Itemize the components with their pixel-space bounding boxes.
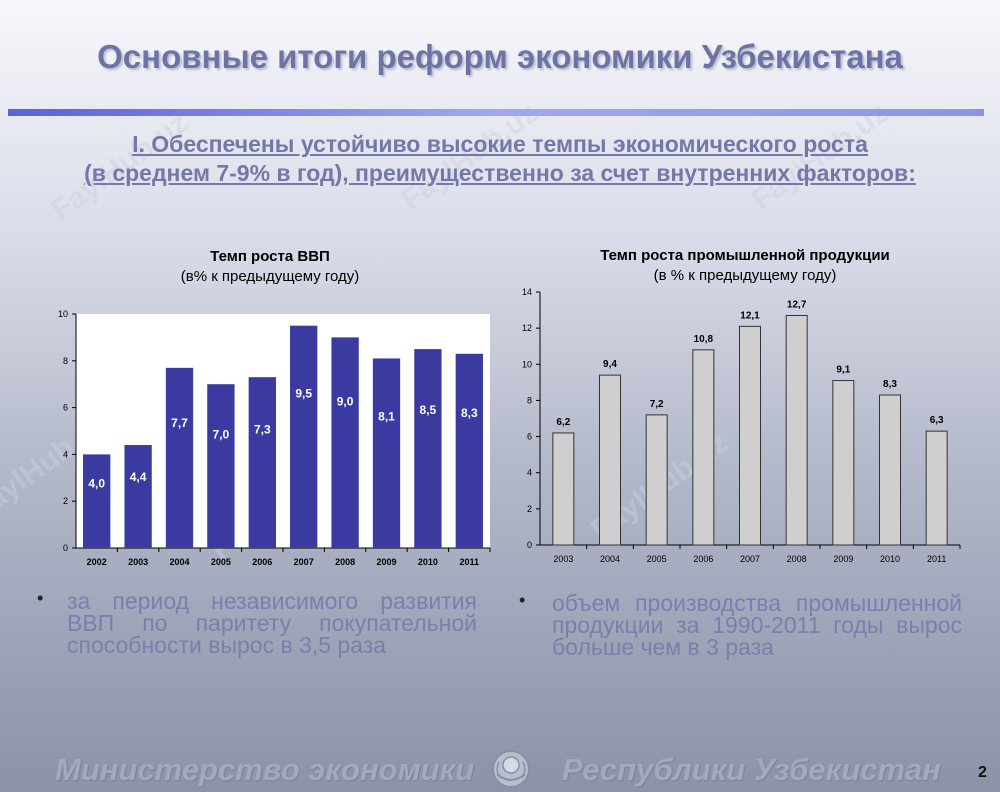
data-label-2005: 7,0	[213, 427, 230, 441]
bar-2003	[124, 445, 152, 548]
data-label-2006: 7,3	[254, 422, 271, 436]
bar-2006	[248, 377, 276, 548]
y-tick-label: 10	[58, 309, 68, 319]
y-tick-label: 8	[63, 356, 68, 366]
title-divider	[8, 109, 984, 116]
bar-2005	[645, 414, 668, 546]
y-tick-label: 6	[63, 403, 68, 413]
subtitle-line-2: (в среднем 7-9% в год), преимущественно …	[84, 160, 916, 186]
industry-chart-title-main: Темп роста промышленной продукции	[600, 247, 890, 264]
footer-right-text: Республики Узбекистан	[562, 752, 942, 787]
industry-growth-chart: 0 2 4 6 8 10 12 14 2003 6,2 2004 9,4 2005 7,2 2006 10,8…	[522, 287, 961, 564]
x-tick-label: 2008	[335, 557, 355, 567]
subtitle-line-1: I. Обеспечены устойчиво высокие темпы эк…	[132, 131, 868, 157]
y-tick-label: 2	[527, 504, 532, 514]
bar-2011	[455, 353, 483, 548]
bar-2004	[599, 374, 621, 546]
section-subtitle: I. Обеспечены устойчиво высокие темпы эк…	[20, 130, 980, 188]
bullet-left: за период независимого развития ВВП по п…	[67, 588, 477, 658]
y-tick-label: 8	[527, 395, 532, 405]
bullet-right: объем производства промышленной продукци…	[552, 590, 962, 660]
bar-2007	[739, 325, 761, 546]
y-tick-label: 4	[63, 449, 68, 459]
y-tick-label: 2	[63, 496, 68, 506]
x-tick-label: 2010	[418, 557, 438, 567]
data-label-2003: 4,4	[130, 470, 147, 484]
x-tick-label: 2009	[376, 557, 396, 567]
x-tick-label: 2006	[252, 557, 272, 567]
bar-2010	[414, 349, 442, 548]
x-tick-label: 2010	[880, 554, 900, 564]
bar-2008	[331, 337, 359, 548]
data-label-2006: 10,8	[694, 334, 714, 345]
bar-2005	[207, 384, 235, 548]
x-tick-label: 2008	[787, 554, 807, 564]
data-label-2005: 7,2	[650, 399, 664, 410]
footer-left-text: Министерство экономики	[55, 752, 475, 787]
data-label-2004: 7,7	[171, 416, 188, 430]
bar-2009	[832, 380, 855, 546]
bullet-marker-right: •	[519, 590, 526, 610]
state-emblem-icon	[492, 750, 530, 788]
y-tick-label: 12	[522, 323, 532, 333]
gdp-chart-title-sub: (в% к предыдущему году)	[180, 268, 360, 285]
data-label-2007: 9,5	[295, 386, 312, 400]
bar-2007	[290, 325, 318, 548]
bar-2011	[925, 430, 948, 546]
data-label-2008: 12,7	[787, 299, 807, 310]
data-label-2011: 8,3	[461, 406, 478, 420]
data-label-2009: 9,1	[836, 365, 850, 376]
bar-2008	[785, 314, 808, 546]
x-tick-label: 2004	[600, 554, 620, 564]
data-label-2011: 6,3	[930, 415, 944, 426]
y-tick-label: 4	[527, 468, 532, 478]
x-tick-label: 2004	[169, 557, 189, 567]
bar-2006	[692, 349, 715, 546]
x-tick-label: 2003	[128, 557, 148, 567]
y-tick-label: 10	[522, 359, 532, 369]
bar-2003	[552, 432, 575, 546]
bar-2002	[83, 454, 111, 548]
data-label-2009: 8,1	[378, 409, 395, 423]
bullet-marker-left: •	[37, 588, 44, 608]
gdp-chart-title: Темп роста ВВП (в% к предыдущему году)	[100, 247, 440, 287]
y-tick-label: 0	[63, 543, 68, 553]
y-tick-label: 0	[527, 540, 532, 550]
data-label-2003: 6,2	[556, 417, 570, 428]
x-tick-label: 2005	[647, 554, 667, 564]
x-tick-label: 2006	[693, 554, 713, 564]
y-tick-label: 14	[522, 287, 532, 297]
x-tick-label: 2005	[211, 557, 231, 567]
bar-2009	[372, 358, 401, 548]
data-label-2004: 9,4	[603, 359, 617, 370]
x-tick-label: 2011	[927, 554, 946, 564]
data-label-2008: 9,0	[337, 395, 354, 409]
page-number: 2	[978, 764, 987, 781]
gdp-chart-title-main: Темп роста ВВП	[210, 248, 330, 265]
x-tick-label: 2007	[294, 557, 314, 567]
gdp-growth-chart: 0 2 4 6 8 10 2002 4,0 2003 4,4 2004 7,7 2005 7,0 2006 7…	[58, 309, 491, 567]
data-label-2010: 8,5	[420, 403, 437, 417]
industry-chart-title: Темп роста промышленной продукции (в % к…	[560, 246, 930, 286]
industry-chart-title-sub: (в % к предыдущему году)	[653, 267, 837, 284]
x-tick-label: 2007	[740, 554, 760, 564]
bar-2010	[879, 394, 901, 546]
x-tick-label: 2011	[460, 557, 480, 567]
x-tick-label: 2003	[553, 554, 573, 564]
data-label-2002: 4,0	[88, 476, 105, 490]
data-label-2007: 12,1	[740, 310, 760, 321]
x-tick-label: 2009	[833, 554, 853, 564]
y-tick-label: 6	[527, 432, 532, 442]
bar-2004	[165, 367, 194, 548]
x-tick-label: 2002	[87, 557, 107, 567]
page-title: Основные итоги реформ экономики Узбекист…	[97, 38, 903, 75]
data-label-2010: 8,3	[883, 379, 897, 390]
